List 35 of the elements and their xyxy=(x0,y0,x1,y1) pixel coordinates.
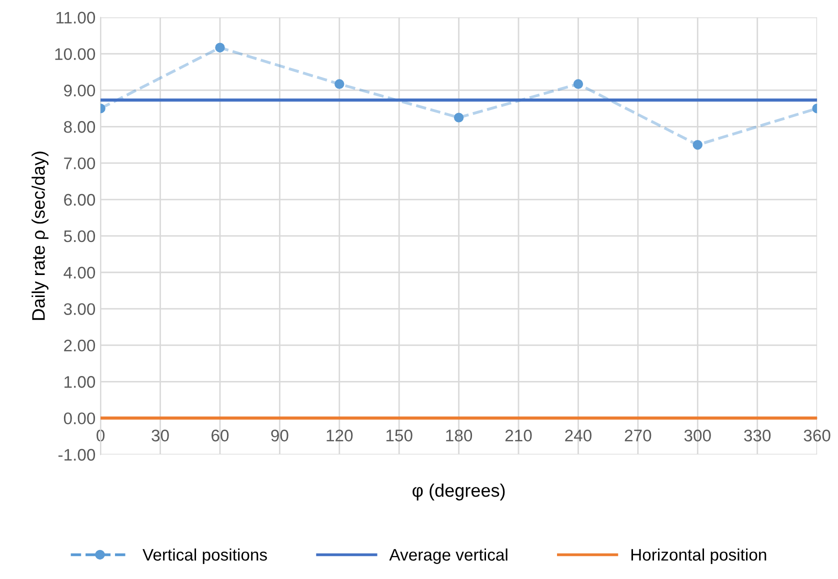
y-tick-label: 10.00 xyxy=(55,48,96,60)
y-tick-label: 4.00 xyxy=(64,266,96,279)
legend-label: Vertical positions xyxy=(142,548,267,564)
x-axis-title: φ (degrees) xyxy=(412,484,505,500)
y-tick-label: -1.00 xyxy=(58,448,96,461)
x-tick-label: 210 xyxy=(505,430,532,442)
y-tick-label: 7.00 xyxy=(64,157,96,170)
x-tick-label: 120 xyxy=(326,430,353,442)
x-tick-label: 240 xyxy=(565,430,592,442)
point xyxy=(454,112,464,122)
y-tick-label: 5.00 xyxy=(64,230,96,242)
x-tick-label: 360 xyxy=(804,430,830,442)
legend-label: Horizontal position xyxy=(631,548,766,564)
y-tick-label: 3.00 xyxy=(64,303,96,316)
x-tick-label: 180 xyxy=(446,430,472,442)
x-tick-label: 30 xyxy=(152,430,169,442)
y-tick-label: 1.00 xyxy=(64,376,96,388)
point xyxy=(692,140,702,150)
y-tick-label: 8.00 xyxy=(64,121,96,133)
x-tick-label: 330 xyxy=(744,430,771,442)
y-tick-label: 2.00 xyxy=(64,340,96,352)
x-tick-label: 90 xyxy=(271,430,288,442)
y-tick-label: 9.00 xyxy=(64,84,96,96)
y-tick-label: 0.00 xyxy=(64,412,96,424)
legend-label: Average vertical xyxy=(389,548,508,564)
y-tick-label: 6.00 xyxy=(64,194,96,206)
x-tick-label: 300 xyxy=(684,430,711,442)
point xyxy=(573,79,584,89)
point xyxy=(215,42,225,52)
point xyxy=(334,79,344,89)
y-axis-title: Daily rate ρ (sec/day) xyxy=(32,152,48,320)
x-tick-label: 270 xyxy=(624,430,652,442)
x-tick-label: 150 xyxy=(386,430,412,442)
y-tick-label: 11.00 xyxy=(56,12,96,24)
x-tick-label: 60 xyxy=(212,430,229,442)
